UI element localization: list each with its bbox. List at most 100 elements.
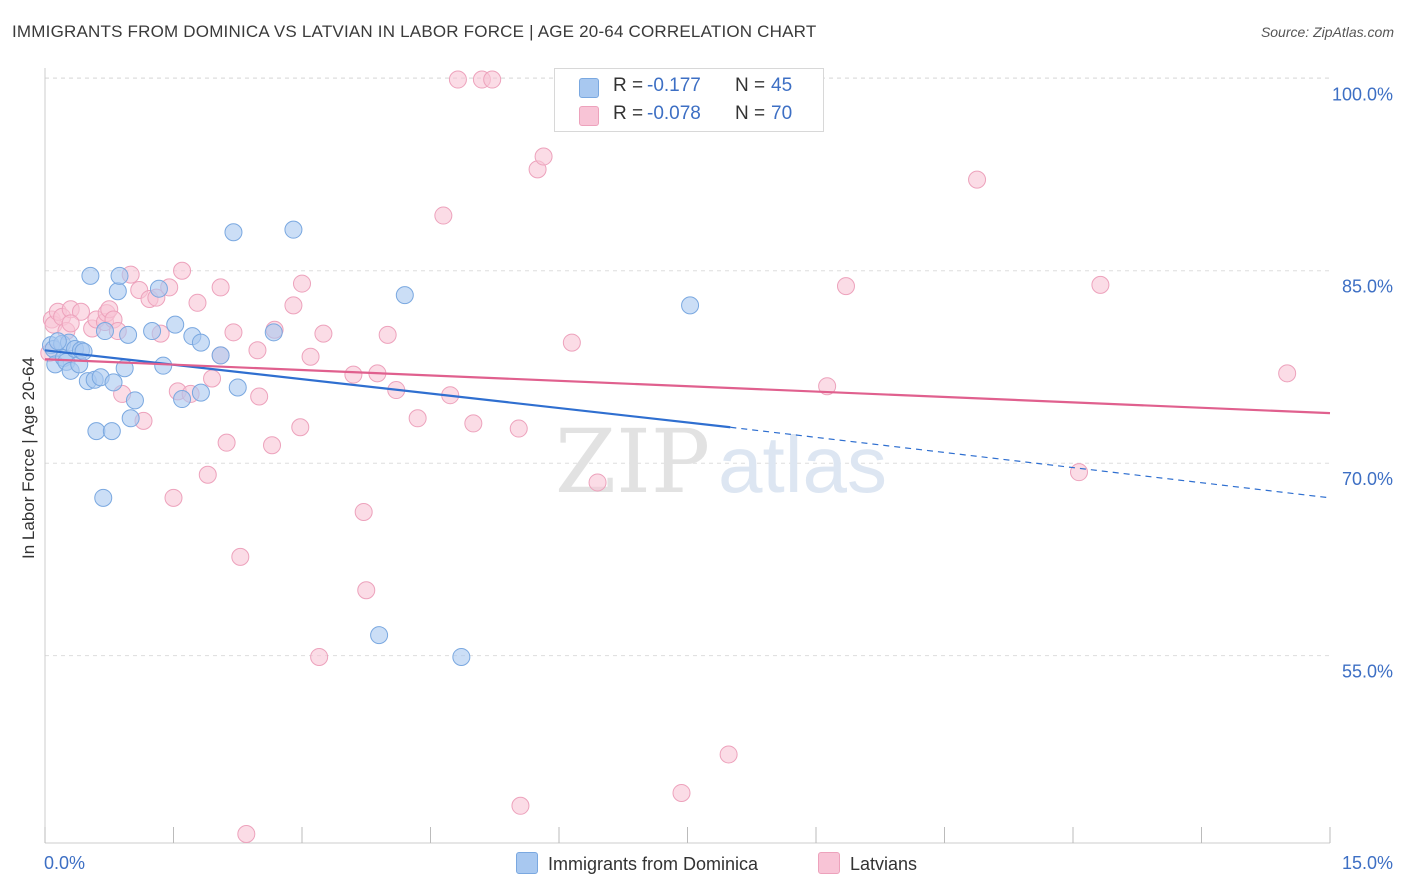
latvians-point: [511, 796, 530, 815]
dominica-point: [110, 266, 129, 285]
dominica-point: [95, 322, 114, 341]
dominica-point: [104, 373, 123, 392]
legend-n-label: N =: [735, 75, 766, 96]
axes-layer: [44, 68, 1331, 844]
latvians-point: [203, 369, 222, 388]
legend-row-latvians: R = -0.078 N = 70: [555, 101, 823, 129]
legend-row-dominica: R = -0.177 N = 45: [555, 73, 823, 101]
dominica-point: [211, 346, 230, 365]
latvians-point: [483, 70, 502, 89]
source-label: Source: ZipAtlas.com: [1260, 24, 1394, 40]
y-tick-label: 55.0%: [1342, 662, 1393, 682]
correlation-legend: R = -0.177 N = 45 R = -0.078 N = 70: [554, 68, 824, 132]
dominica-point: [681, 296, 700, 315]
y-tick-label: 85.0%: [1342, 277, 1393, 297]
dominica-point: [452, 647, 471, 666]
latvians-point: [818, 377, 837, 396]
latvians-point: [248, 341, 267, 360]
x-tick-label: 15.0%: [1342, 853, 1393, 873]
legend-r-label: R =: [613, 75, 644, 96]
dominica-point: [224, 223, 243, 242]
dominica-point: [264, 323, 283, 342]
latvians-point: [231, 547, 250, 566]
y-tick-label: 70.0%: [1342, 469, 1393, 489]
latvians-point: [968, 170, 987, 189]
latvians-point: [293, 274, 311, 293]
latvians-point: [509, 419, 528, 438]
latvians-point: [263, 436, 282, 455]
latvians-point: [464, 414, 483, 433]
bottom-legend-swatch-pink: [818, 852, 840, 874]
dominica-point: [102, 422, 121, 441]
dominica-point: [108, 282, 127, 301]
trend-lines: [44, 349, 1331, 499]
latvians-point: [250, 387, 269, 406]
chart-title: IMMIGRANTS FROM DOMINICA VS LATVIAN IN L…: [12, 22, 817, 41]
dominica-point: [87, 422, 106, 441]
bottom-legend-dominica: Immigrants from Dominica: [516, 852, 758, 875]
legend-r-label: R =: [613, 103, 644, 124]
watermark-zip: ZIP: [555, 410, 710, 513]
dominica-point: [119, 325, 138, 344]
dominica-point: [166, 315, 185, 334]
latvians-point: [301, 347, 320, 366]
latvians-point: [173, 261, 192, 280]
dominica-point: [173, 390, 192, 409]
dominica-point: [370, 626, 389, 645]
latvians-point: [1091, 275, 1110, 294]
latvians-point: [310, 647, 329, 666]
legend-r-value: -0.177: [647, 75, 701, 96]
latvians-point: [1069, 463, 1088, 482]
latvians-point: [534, 147, 553, 166]
bottom-legend-latvians: Latvians: [818, 852, 917, 875]
latvians-point: [434, 206, 453, 225]
dominica-point: [121, 409, 140, 428]
legend-swatch-pink: [579, 106, 599, 126]
latvians-point: [224, 323, 243, 342]
latvians-point: [588, 473, 607, 492]
latvians-point: [1278, 364, 1297, 383]
latvians-point: [562, 333, 581, 352]
latvians-point: [198, 465, 217, 484]
x-tick-label: 0.0%: [44, 853, 85, 873]
dominica-points: [41, 220, 700, 666]
dominica-point: [191, 383, 210, 402]
dominica-point: [143, 322, 162, 341]
watermark: ZIP atlas: [555, 410, 887, 513]
latvians-point: [211, 278, 230, 297]
latvians-point: [408, 409, 427, 428]
legend-r-value: -0.078: [647, 103, 701, 124]
bottom-legend-label: Immigrants from Dominica: [548, 854, 759, 874]
latvians-point: [672, 783, 691, 802]
latvians-point: [378, 325, 397, 344]
dominica-point: [94, 488, 113, 507]
dominica-point: [48, 332, 67, 351]
dominica-point: [154, 356, 173, 375]
dominica-point: [395, 286, 414, 305]
legend-swatch-blue: [579, 78, 599, 98]
dominica-point: [149, 279, 168, 298]
latvians-point: [344, 365, 363, 384]
latvians-point: [61, 314, 80, 333]
watermark-atlas: atlas: [718, 420, 887, 509]
dominica-point: [125, 391, 144, 410]
latvians-trend-line: [44, 358, 1331, 415]
bottom-legend-label: Latvians: [850, 854, 918, 874]
dominica-point: [228, 378, 247, 397]
latvians-point: [71, 302, 90, 321]
dominica-point: [81, 266, 100, 285]
latvians-point: [357, 581, 376, 600]
legend-n-value: 45: [771, 75, 793, 96]
latvians-point: [188, 293, 207, 312]
latvians-point: [836, 277, 855, 296]
y-axis-label: In Labor Force | Age 20-64: [19, 357, 38, 559]
legend-n-label: N =: [735, 103, 766, 124]
latvians-point: [448, 70, 467, 89]
latvians-point: [291, 418, 310, 437]
latvians-point: [217, 433, 236, 452]
bottom-legend-swatch-blue: [516, 852, 538, 874]
latvians-point: [354, 502, 373, 521]
legend-n-value: 70: [771, 103, 793, 124]
latvians-point: [314, 324, 333, 343]
latvians-point: [719, 745, 738, 764]
